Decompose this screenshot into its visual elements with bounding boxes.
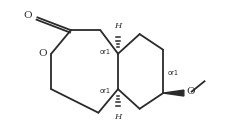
Polygon shape	[163, 90, 184, 96]
Text: or1: or1	[167, 70, 178, 76]
Text: O: O	[187, 87, 195, 96]
Text: O: O	[23, 11, 32, 20]
Text: or1: or1	[99, 88, 110, 94]
Text: H: H	[114, 22, 122, 30]
Text: O: O	[39, 49, 47, 58]
Text: H: H	[114, 113, 122, 121]
Text: or1: or1	[99, 49, 110, 55]
